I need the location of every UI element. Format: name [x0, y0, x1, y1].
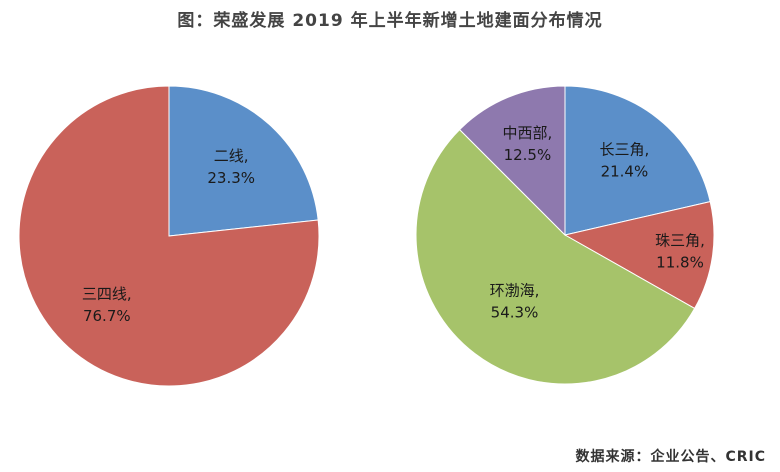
slice-label: 二线, — [214, 147, 249, 165]
slice-label: 珠三角, — [655, 232, 705, 250]
slice-label: 中西部, — [503, 124, 553, 142]
pie-chart-region: 长三角, 21.4% 珠三角, 11.8% 环渤海, 54.3% 中西部, 12.5% — [415, 85, 715, 385]
slice-value-label: 23.3% — [207, 169, 255, 187]
pie-chart-city-tier: 二线, 23.3% 三四线, 76.7% — [18, 85, 320, 387]
slice-value-label: 21.4% — [601, 162, 649, 180]
pie-slice — [168, 85, 319, 237]
slice-value-label: 11.8% — [656, 254, 704, 272]
pie-slice — [564, 85, 711, 236]
data-source: 数据来源：企业公告、CRIC — [575, 449, 766, 465]
pie-slice — [563, 200, 715, 310]
pie-slice — [458, 85, 566, 237]
slice-label: 三四线, — [82, 285, 132, 303]
chart-title: 图：荣盛发展 2019 年上半年新增土地建面分布情况 — [177, 11, 603, 31]
slice-value-label: 76.7% — [83, 307, 131, 325]
slice-label: 环渤海, — [490, 281, 540, 299]
pie-slice — [415, 128, 696, 385]
pie-slice — [18, 85, 320, 387]
slice-label: 长三角, — [600, 140, 650, 158]
slice-value-label: 12.5% — [504, 146, 552, 164]
slice-value-label: 54.3% — [491, 303, 539, 321]
